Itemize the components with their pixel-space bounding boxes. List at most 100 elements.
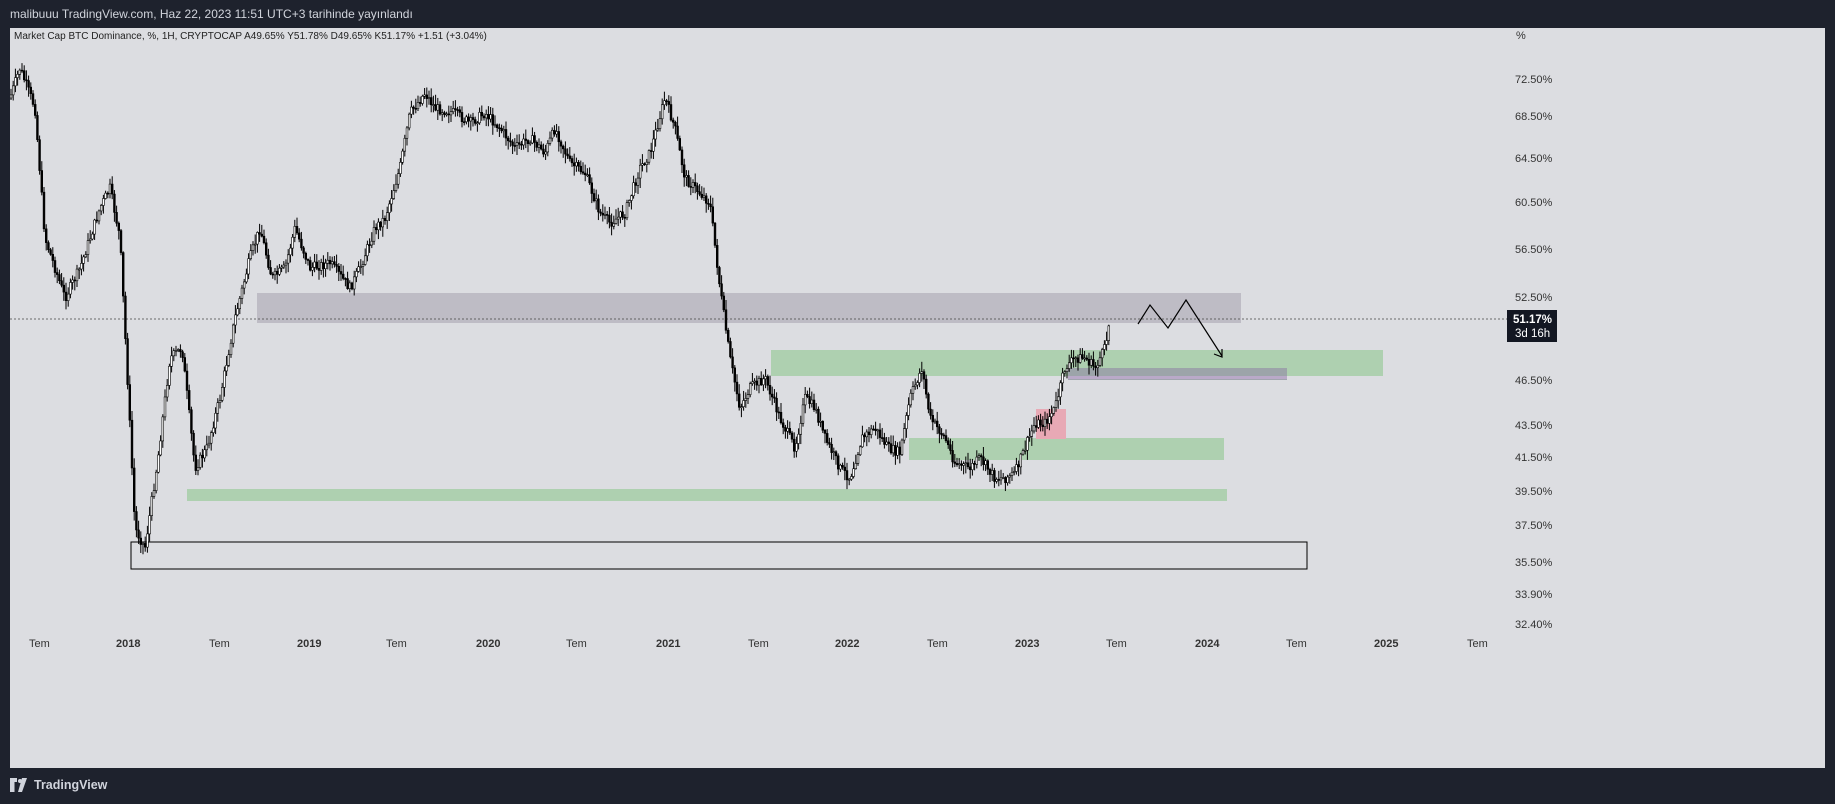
candle-body — [790, 432, 794, 440]
time-axis[interactable]: Tem 2018 Tem 2019 Tem 2020 Tem 2021 Tem 2022 Tem 20… — [29, 638, 1488, 650]
time-axis-label: Tem — [566, 638, 587, 650]
price-axis[interactable]: 72.50%68.50%64.50%60.50%56.50%52.50%49.5… — [1515, 74, 1553, 631]
candle-body — [953, 461, 957, 464]
candle-body — [460, 112, 464, 122]
series-legend[interactable]: Market Cap BTC Dominance, %, 1H, CRYPTOC… — [14, 31, 487, 42]
bottom-range-box[interactable] — [130, 541, 1308, 570]
candle-body — [174, 350, 178, 352]
candle-body — [234, 314, 237, 326]
candle-body — [603, 214, 607, 216]
candle-body — [229, 342, 233, 356]
candle-body — [337, 265, 340, 272]
candle-body — [245, 273, 248, 283]
candle-body — [621, 211, 624, 218]
candle-body — [476, 122, 479, 125]
candle-body — [346, 278, 349, 289]
candle-body — [210, 432, 213, 444]
candle-body — [630, 195, 633, 201]
candle-body — [1072, 357, 1075, 360]
candle-body — [95, 219, 99, 222]
candle-body — [625, 202, 629, 219]
candle-body — [271, 273, 274, 276]
candle-body — [795, 443, 798, 452]
chart-pane[interactable]: 72.50%68.50%64.50%60.50%56.50%52.50%49.5… — [10, 28, 1825, 768]
candle-body — [786, 428, 789, 432]
candle-body — [586, 174, 589, 176]
projection-path[interactable] — [1137, 298, 1223, 357]
candle-body — [555, 131, 558, 135]
candle-body — [839, 464, 842, 470]
candle-body — [203, 449, 206, 459]
candle-body — [841, 464, 844, 468]
candle-body — [847, 478, 851, 481]
candle-body — [973, 463, 976, 465]
candle-body — [707, 202, 710, 205]
candle-body — [561, 145, 565, 150]
candle-body — [614, 218, 618, 224]
candle-body — [201, 454, 204, 459]
candle-body — [275, 270, 279, 275]
candle-body — [1030, 430, 1034, 437]
candle-body — [73, 279, 77, 282]
candle-body — [931, 415, 935, 423]
candle-body — [1087, 359, 1091, 366]
candle-body — [115, 212, 118, 224]
candle-body — [133, 467, 136, 512]
candle-body — [467, 116, 470, 122]
candle-body — [550, 129, 554, 139]
candle-body — [667, 101, 671, 105]
candle-body — [568, 155, 572, 159]
candle-body — [493, 124, 497, 127]
candle-body — [949, 444, 952, 451]
candle-body — [905, 415, 908, 429]
candle-body — [416, 102, 420, 109]
candle-body — [544, 151, 547, 155]
candle-body — [31, 93, 35, 105]
candle-body — [889, 443, 893, 454]
candle-body — [414, 108, 417, 110]
candle-body — [124, 295, 127, 339]
candle-body — [366, 244, 369, 257]
candle-body — [260, 233, 263, 237]
candle-body — [1012, 471, 1016, 473]
candle-body — [445, 113, 448, 116]
candle-body — [938, 426, 941, 434]
candle-body — [177, 349, 180, 351]
candle-body — [267, 254, 270, 268]
candle-body — [62, 284, 66, 293]
candle-body — [372, 227, 376, 242]
price-chart[interactable]: 72.50%68.50%64.50%60.50%56.50%52.50%49.5… — [10, 28, 1825, 768]
candle-body — [407, 113, 411, 129]
candle-body — [861, 434, 864, 448]
candle-body — [319, 262, 323, 271]
candle-body — [709, 203, 712, 208]
support-zone-low[interactable] — [187, 489, 1227, 501]
candle-body — [128, 384, 132, 421]
candle-body — [333, 261, 336, 265]
resistance-zone[interactable] — [257, 293, 1241, 323]
price-axis-label: 33.90% — [1515, 589, 1553, 601]
candle-body — [755, 380, 759, 386]
candle-body — [1006, 476, 1009, 484]
candle-body — [817, 408, 820, 423]
support-zone-mid[interactable] — [909, 438, 1224, 460]
candle-body — [188, 390, 191, 411]
candle-body — [993, 470, 996, 482]
candle-body — [968, 466, 972, 471]
candle-body — [412, 106, 415, 109]
candle-body — [823, 429, 827, 434]
candle-body — [594, 198, 598, 202]
candle-body — [909, 392, 913, 406]
candle-body — [1037, 419, 1040, 428]
candle-body — [190, 409, 193, 434]
candle-body — [1019, 453, 1023, 468]
candle-body — [700, 193, 704, 198]
candle-body — [698, 191, 701, 195]
candle-body — [284, 262, 288, 266]
candle-body — [293, 226, 296, 238]
candle-body — [966, 462, 970, 468]
candle-body — [1043, 418, 1047, 427]
candle-body — [764, 376, 767, 380]
candle-body — [100, 205, 103, 212]
time-axis-label: 2025 — [1374, 638, 1398, 650]
